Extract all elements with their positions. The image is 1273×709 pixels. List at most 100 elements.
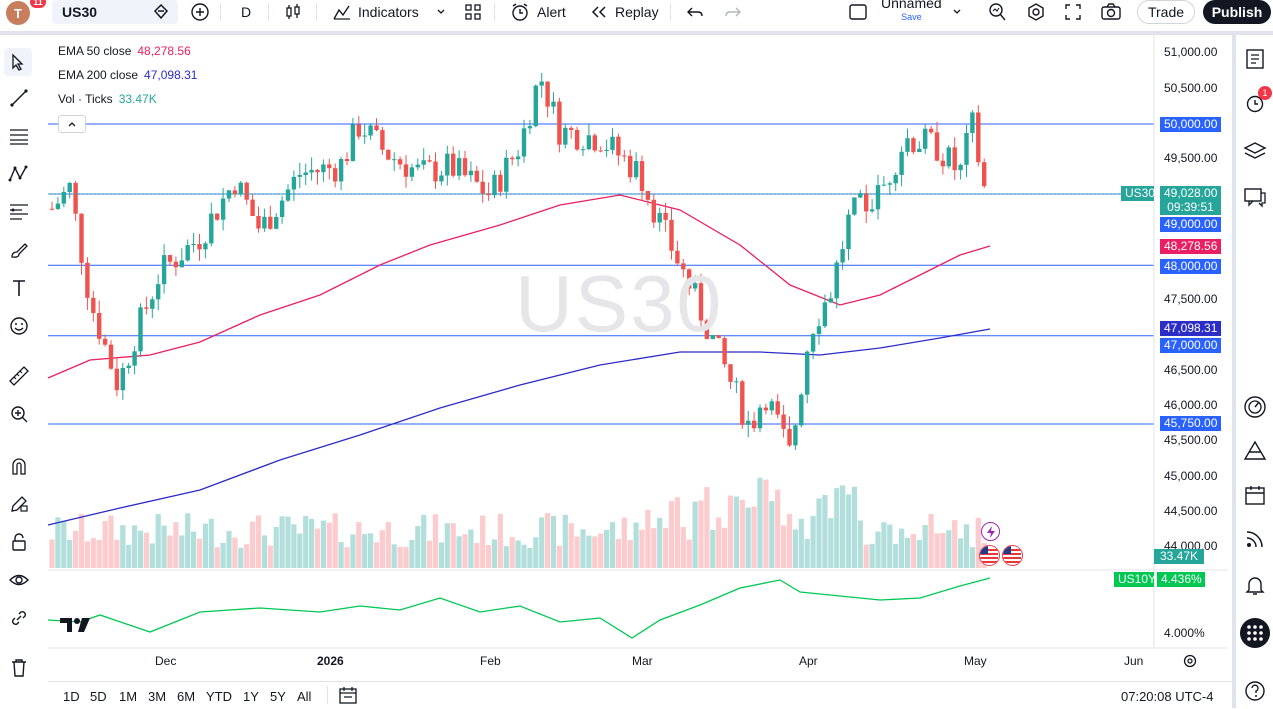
range-1y[interactable]: 1Y [243,689,259,704]
candle-body [521,128,527,157]
us-flag-event-icon[interactable] [979,545,1000,566]
trend-line-icon[interactable] [7,86,31,110]
volume-bar [291,524,297,568]
camera-snapshot-icon[interactable] [1100,0,1122,24]
calendar-icon[interactable] [1242,482,1268,508]
user-avatar[interactable]: T 11 [6,0,46,25]
chat-icon[interactable] [1242,184,1268,210]
text-tool-icon[interactable] [7,276,31,300]
range-1m[interactable]: 1M [119,689,138,704]
candles-icon[interactable] [284,0,302,24]
tradingview-logo[interactable] [60,616,92,639]
range-6m[interactable]: 6M [177,689,196,704]
level-45750-tag[interactable]: 45,750.00 [1160,416,1221,431]
level-47000-tag[interactable]: 47,000.00 [1160,338,1221,353]
range-5d[interactable]: 5D [90,689,107,704]
candle-body [91,297,96,314]
chevron-down-icon[interactable] [436,0,446,24]
axis-settings-gear-icon[interactable] [1182,653,1198,674]
layout-name-button[interactable]: Unnamed Save [881,0,942,26]
us-flag-event-icon[interactable] [1002,545,1023,566]
range-1d[interactable]: 1D [63,689,80,704]
volume-bar [149,543,155,568]
broadcast-icon[interactable] [1242,526,1268,552]
speedometer-icon[interactable] [1242,394,1268,420]
more-apps-icon[interactable] [1240,618,1270,648]
clock-timezone[interactable]: 07:20:08 UTC-4 [1121,689,1214,704]
interval-button[interactable]: D [241,4,252,20]
fullscreen-icon[interactable] [1064,0,1082,24]
time-tick: Jun [1124,654,1144,668]
ema200-legend[interactable]: EMA 200 close 47,098.31 [58,68,197,82]
help-icon[interactable] [1242,678,1268,704]
fib-tool-icon[interactable] [7,200,31,224]
volume-legend[interactable]: Vol · Ticks 33.47K [58,92,157,106]
publish-button[interactable]: Publish [1203,0,1271,24]
candle-body [498,174,503,192]
collapse-legend-button[interactable] [58,115,86,133]
price-tick: 45,500.00 [1164,433,1218,447]
lightning-event-icon[interactable] [981,522,1000,541]
volume-bar [96,539,102,568]
range-3m[interactable]: 3M [148,689,167,704]
candle-body [911,138,916,153]
trade-button[interactable]: Trade [1137,0,1195,24]
redo-icon[interactable] [724,0,742,24]
magnet-icon[interactable] [7,454,31,478]
volume-bar [627,540,633,568]
layers-icon[interactable] [1242,138,1268,164]
quick-search-icon[interactable] [987,0,1007,24]
volume-bar [214,547,220,568]
calendar-range-icon[interactable] [338,685,358,708]
candle-body [179,260,184,268]
compare-add-icon[interactable] [190,0,210,24]
level-50000-tag[interactable]: 50,000.00 [1160,117,1221,132]
volume-bar [775,489,781,568]
volume-bar [946,530,952,568]
price-tick: 47,500.00 [1164,292,1218,306]
ema50-legend[interactable]: EMA 50 close 48,278.56 [58,44,191,58]
volume-bar [78,514,85,568]
horizontal-lines-icon[interactable] [7,124,31,148]
drawing-lock-pencil-icon[interactable] [7,492,31,516]
level-49000-tag[interactable]: 49,000.00 [1160,217,1221,232]
pattern-icon[interactable] [7,162,31,186]
settings-gear-icon[interactable] [1026,0,1046,24]
candle-body [274,216,279,229]
emoji-icon[interactable] [7,314,31,338]
indicators-button[interactable]: Indicators [332,0,419,24]
ideas-pyramid-icon[interactable] [1242,438,1268,464]
link-icon[interactable] [7,606,31,630]
trash-icon[interactable] [7,656,31,680]
range-ytd[interactable]: YTD [206,689,232,704]
cursor-icon[interactable] [4,48,32,76]
watchlist-icon[interactable] [1242,46,1268,72]
candle-body [610,136,615,150]
candle-body [928,128,934,133]
alert-button[interactable]: Alert [510,0,566,24]
symbol-diamond-icon[interactable] [152,3,170,24]
range-all[interactable]: All [297,689,312,704]
bar-countdown: 09:39:51 [1160,200,1221,215]
range-5y[interactable]: 5Y [270,689,286,704]
chevron-down-icon[interactable] [952,0,962,24]
lock-icon[interactable] [7,530,31,554]
symbol-search[interactable]: US30 [52,0,178,24]
layout-square-icon[interactable] [848,0,868,24]
undo-icon[interactable] [686,0,704,24]
candle-body [698,283,704,321]
volume-bar [356,522,362,568]
level-48000-tag[interactable]: 48,000.00 [1160,259,1221,274]
candle-body [781,414,786,429]
eye-icon[interactable] [7,568,31,592]
ruler-icon[interactable] [7,364,31,388]
brush-icon[interactable] [7,238,31,262]
alerts-clock-icon[interactable]: 1 [1242,86,1272,116]
volume-bar [615,539,621,568]
templates-grid-icon[interactable] [464,0,482,24]
replay-button[interactable]: Replay [590,0,659,24]
zoom-in-icon[interactable] [7,402,31,426]
notifications-bell-icon[interactable] [1242,572,1268,598]
right-sidebar: 1 [1232,35,1273,708]
